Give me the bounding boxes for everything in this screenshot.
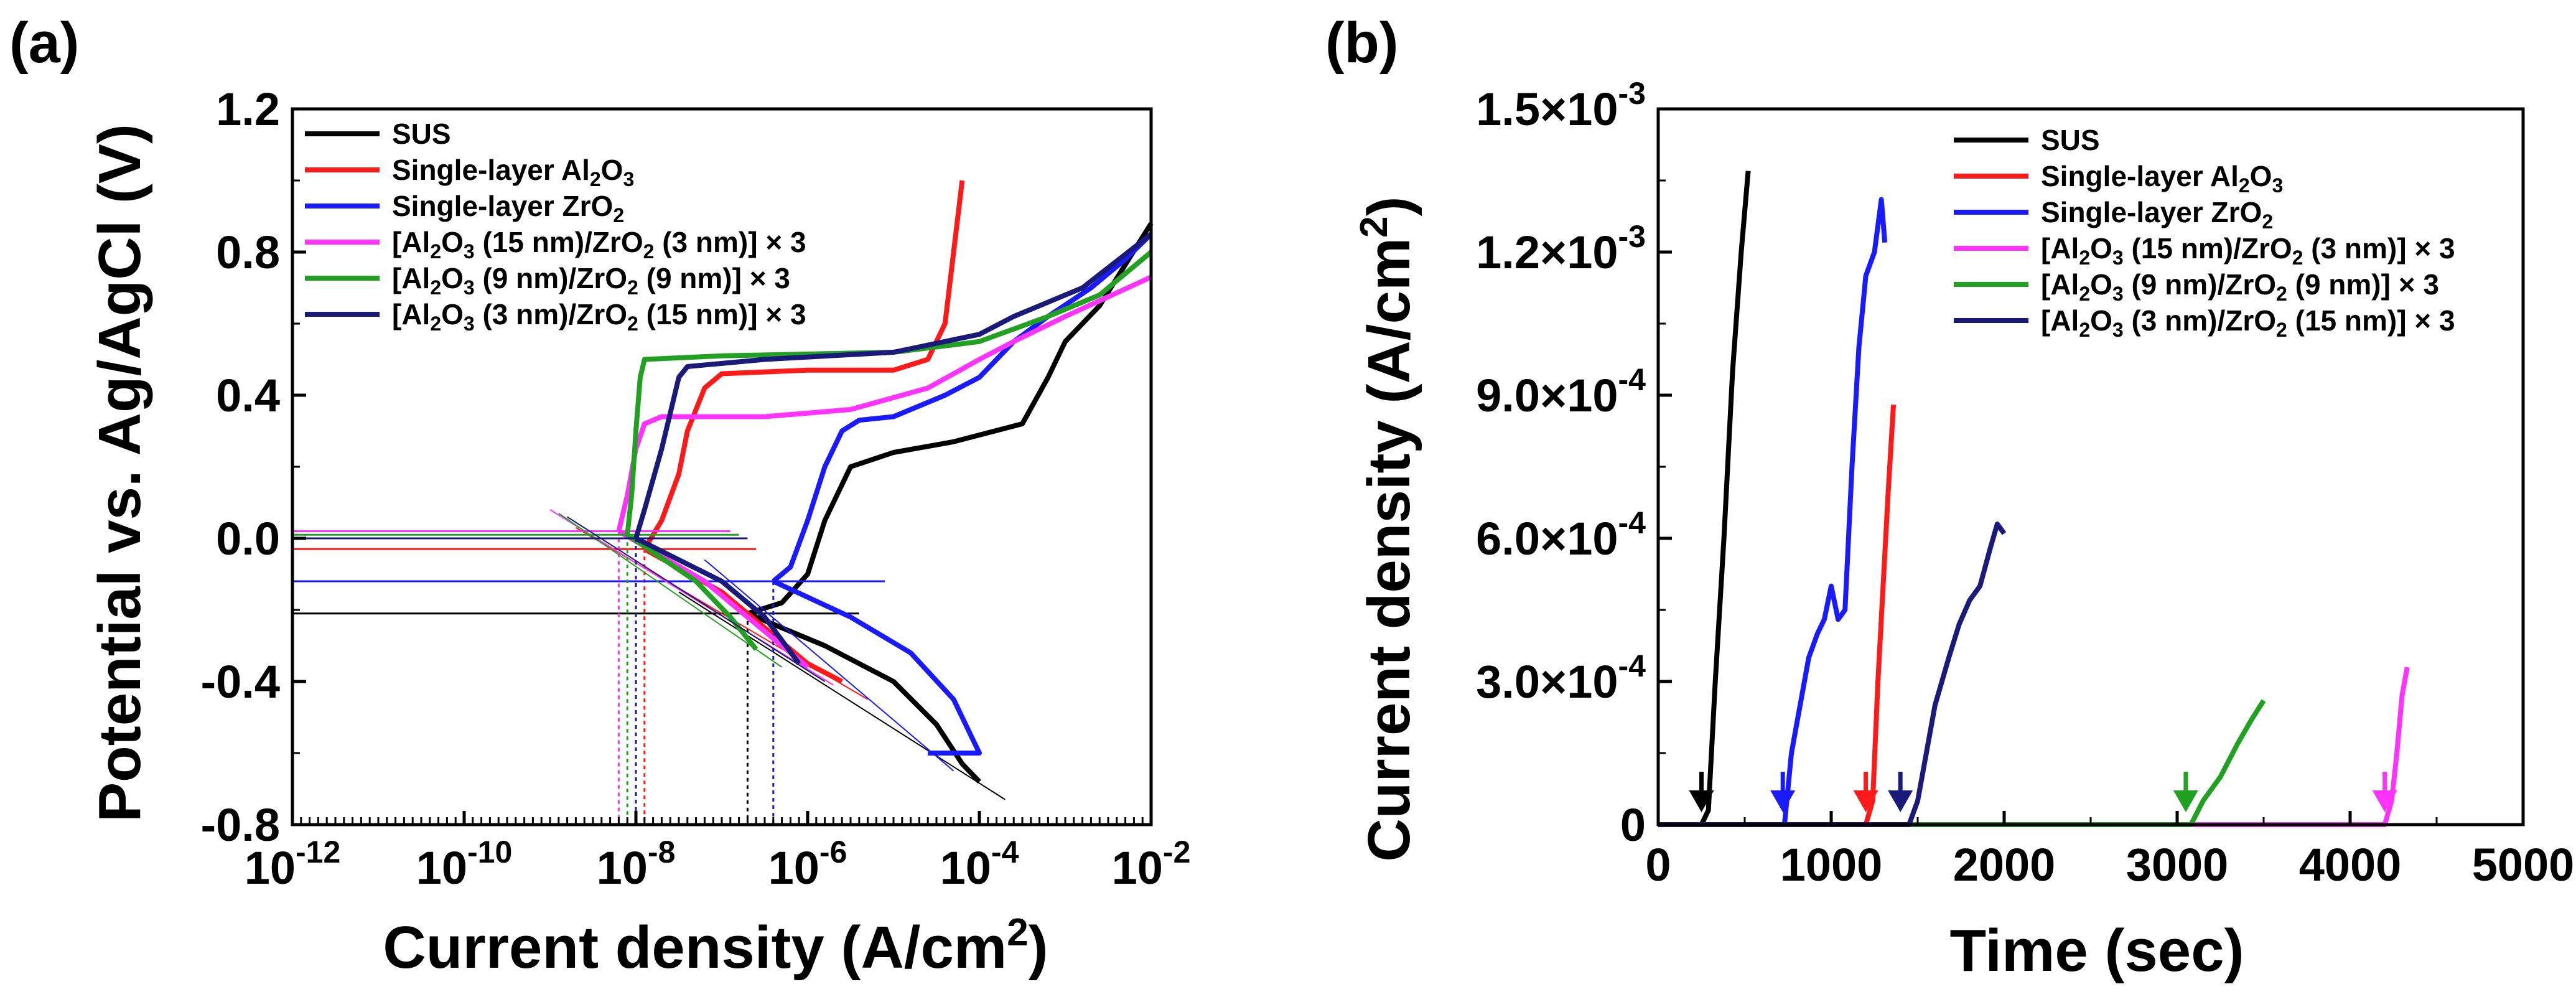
b-curve-3: [1658, 667, 2410, 827]
b-x-tick-label-2: 2000: [1953, 839, 2056, 891]
a-y-tick-label-5: 1.2: [216, 83, 280, 135]
b-y-tick-label-2: 6.0×10-4: [1476, 505, 1646, 564]
a-cathodic-curve-5: [635, 536, 801, 665]
b-curve-1: [1658, 405, 1897, 827]
panel-a-label: (a): [9, 11, 79, 75]
b-legend-label-5: [Al2O3 (3 nm)/ZrO2 (15 nm)] × 3: [2041, 304, 2455, 341]
a-x-tick-label-1: 10-10: [416, 835, 513, 894]
panel-b-label: (b): [1325, 11, 1398, 75]
b-onset-arrow-head-3: [2372, 790, 2397, 812]
a-y-tick-label-3: 0.4: [216, 370, 280, 421]
a-y-tick-label-1: -0.4: [200, 656, 280, 708]
a-x-tick-label-0: 10-12: [245, 835, 341, 894]
b-x-tick-label-4: 4000: [2299, 839, 2402, 891]
b-x-tick-label-1: 1000: [1780, 839, 1883, 891]
a-legend-label-4: [Al2O3 (9 nm)/ZrO2 (9 nm)] × 3: [392, 262, 790, 299]
a-anodic-curve-4: [625, 250, 1153, 535]
a-cathodic-curve-4: [625, 532, 758, 651]
panel-b-plot-frame: [1656, 107, 2525, 826]
b-y-tick-label-4: 1.2×10-3: [1476, 219, 1646, 278]
panel-b-y-axis-label: Current density (A/cm2): [1353, 196, 1422, 861]
panel-a-plot-frame: [291, 107, 1153, 826]
a-cathodic-curve-0: [746, 611, 981, 784]
a-x-tick-label-5: 10-2: [1112, 835, 1191, 894]
a-x-tick-label-2: 10-8: [597, 835, 676, 894]
b-onset-arrow-head-0: [1689, 790, 1714, 812]
b-x-tick-label-3: 3000: [2126, 839, 2229, 891]
a-legend-label-5: [Al2O3 (3 nm)/ZrO2 (15 nm)] × 3: [392, 298, 806, 335]
b-legend-label-2: Single-layer ZrO2: [2041, 196, 2273, 233]
a-tafel-line-4: [558, 512, 783, 668]
a-cathodic-curve-2: [772, 579, 982, 756]
b-curve-0: [1658, 171, 1751, 827]
b-onset-arrow-head-4: [2173, 790, 2198, 812]
b-legend-label-4: [Al2O3 (9 nm)/ZrO2 (9 nm)] × 3: [2041, 268, 2439, 305]
a-tafel-line-0: [678, 591, 1006, 800]
panel-b-x-axis-label: Time (sec): [1949, 917, 2244, 984]
a-legend-label-1: Single-layer Al2O3: [392, 154, 634, 190]
a-legend-label-3: [Al2O3 (15 nm)/ZrO2 (3 nm)] × 3: [392, 226, 806, 263]
b-curve-4: [1658, 699, 2266, 827]
b-legend-label-0: SUS: [2041, 124, 2100, 156]
a-anodic-curve-0: [747, 222, 1154, 616]
panel-a-polarization-chart: (a) 10-12 10-10 10-8 10-6 10-4 10-2 -0.8 -0.4 0.…: [9, 11, 1190, 981]
b-x-tick-label-0: 0: [1645, 839, 1671, 891]
b-y-tick-label-5: 1.5×10-3: [1476, 76, 1646, 135]
b-y-tick-label-0: 0: [1620, 799, 1646, 851]
b-curve-2: [1658, 197, 1888, 827]
a-tafel-line-2: [704, 559, 954, 772]
b-y-tick-label-1: 3.0×10-4: [1476, 648, 1646, 708]
a-y-tick-label-4: 0.8: [216, 227, 280, 278]
a-legend-label-2: Single-layer ZrO2: [392, 190, 624, 227]
b-onset-arrow-head-5: [1888, 790, 1913, 812]
panel-a-y-axis-label: Potential vs. Ag/AgCl (V): [86, 124, 153, 822]
b-x-tick-label-5: 5000: [2472, 839, 2575, 891]
a-anodic-curve-5: [633, 232, 1153, 540]
a-x-tick-label-4: 10-4: [940, 835, 1019, 894]
a-y-tick-label-0: -0.8: [200, 799, 280, 851]
panel-a-x-axis-label: Current density (A/cm2): [383, 911, 1048, 981]
a-anodic-curve-1: [642, 180, 965, 551]
a-anodic-curve-2: [772, 232, 1153, 584]
b-curve-5: [1658, 522, 2007, 827]
a-y-tick-label-2: 0.0: [216, 513, 280, 564]
b-legend-label-3: [Al2O3 (15 nm)/ZrO2 (3 nm)] × 3: [2041, 232, 2455, 269]
b-onset-arrow-head-1: [1853, 790, 1878, 812]
a-x-tick-label-3: 10-6: [768, 835, 847, 894]
b-onset-arrow-head-2: [1770, 790, 1796, 812]
panel-b-current-time-chart: (b) 0 1000 2000 3000 4000 5000 0 3.0×10-4 6.0×10…: [1325, 11, 2574, 984]
a-legend-label-0: SUS: [392, 118, 451, 150]
a-tafel-line-5: [567, 516, 826, 682]
b-legend-label-1: Single-layer Al2O3: [2041, 160, 2283, 197]
b-y-tick-label-3: 9.0×10-4: [1476, 362, 1646, 421]
